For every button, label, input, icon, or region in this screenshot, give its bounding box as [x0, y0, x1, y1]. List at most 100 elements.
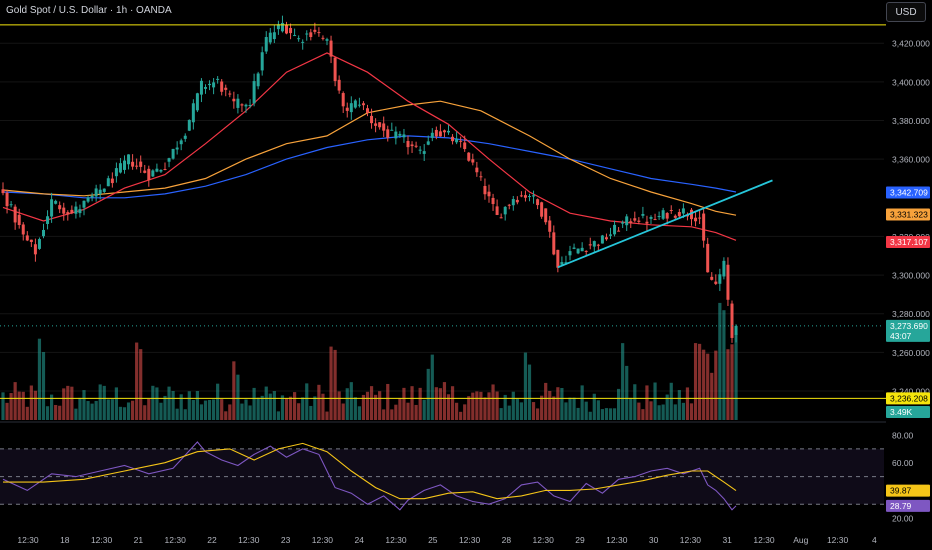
- candle-body: [143, 170, 147, 173]
- volume-bar: [74, 408, 78, 420]
- volume-bar: [693, 343, 698, 420]
- candle: [220, 79, 224, 96]
- candle: [418, 146, 422, 155]
- candle-body: [74, 206, 78, 214]
- currency-button[interactable]: USD: [886, 2, 926, 22]
- candle-body: [106, 178, 110, 187]
- volume-value-label: 3.49K: [886, 406, 930, 418]
- candle-body: [329, 40, 333, 57]
- candle-body: [317, 32, 321, 34]
- trendline[interactable]: [557, 179, 773, 269]
- volume-bar: [588, 411, 592, 420]
- candle-body: [357, 104, 361, 106]
- sma-fast-price-label-bg: [886, 236, 930, 249]
- volume-bar: [333, 349, 337, 420]
- volume-bar: [649, 401, 653, 420]
- candle: [5, 189, 9, 214]
- volume-bar: [608, 408, 613, 420]
- volume-bar: [531, 402, 536, 420]
- candle-body: [426, 141, 430, 145]
- candle-body: [131, 161, 135, 167]
- horizontal-level-price-label-bg: [886, 392, 930, 405]
- horizontal-level-price-label-text: 3,236.208: [890, 393, 928, 403]
- candle-body: [123, 160, 126, 170]
- candle: [734, 324, 738, 343]
- volume-bar: [1, 392, 5, 420]
- time-tick-label: 12:30: [385, 535, 407, 545]
- candle-body: [588, 244, 592, 246]
- candle-body: [139, 161, 143, 167]
- candle: [491, 193, 495, 211]
- candle-body: [604, 237, 608, 240]
- candle: [426, 135, 430, 146]
- volume-bar: [203, 400, 208, 420]
- candle-body: [187, 119, 191, 131]
- candle-body: [706, 243, 710, 273]
- volume-bar: [297, 403, 301, 420]
- volume-bar: [584, 401, 588, 420]
- candle-body: [98, 189, 102, 194]
- candle: [341, 91, 345, 113]
- volume-bar: [163, 395, 167, 420]
- candle-body: [66, 212, 70, 215]
- candle: [155, 163, 159, 173]
- candle: [653, 213, 657, 221]
- volume-bar: [301, 397, 305, 420]
- volume-bar: [483, 397, 487, 420]
- volume-bar: [114, 387, 118, 420]
- rsi-ma-value-label: 39.87: [886, 484, 930, 497]
- candle-body: [467, 152, 471, 161]
- candle-body: [289, 27, 293, 34]
- candle: [617, 227, 621, 232]
- candle-body: [669, 209, 673, 211]
- candle: [94, 184, 98, 202]
- candle-body: [54, 200, 58, 204]
- volume-bar: [369, 386, 374, 420]
- candle: [540, 201, 544, 219]
- candle: [442, 129, 446, 138]
- candle-body: [617, 230, 621, 232]
- trendline-segment: [557, 179, 773, 269]
- sma-mid-price-label: 3,331.323: [886, 208, 930, 221]
- rsi-tick-label: 20.00: [892, 514, 914, 524]
- volume-bar: [406, 402, 410, 420]
- rsi-ma-value-label-bg: [886, 484, 930, 497]
- price-tick-label: 3,380.000: [892, 116, 930, 126]
- time-axis[interactable]: 12:30 18 12:30 21 12:30 22 12:30 23 12:30 24 12:30…: [17, 535, 877, 545]
- candle-body: [556, 249, 560, 268]
- candle: [159, 169, 163, 174]
- volume-bar: [345, 388, 349, 420]
- price-axis[interactable]: 3,420.0003,400.0003,380.0003,360.0003,32…: [886, 0, 932, 550]
- time-tick-label: 12:30: [533, 535, 555, 545]
- volume-bar: [702, 349, 706, 420]
- volume-bar: [50, 394, 54, 420]
- candle-body: [592, 241, 596, 247]
- candle-body: [552, 232, 556, 255]
- candle-body: [661, 210, 665, 219]
- candle: [503, 206, 507, 221]
- candle: [102, 188, 106, 194]
- candle: [21, 222, 25, 241]
- candle: [722, 257, 726, 280]
- volume-bar: [467, 396, 471, 420]
- candle-body: [584, 250, 588, 252]
- candle-body: [540, 202, 544, 217]
- horizontal-levels: [0, 24, 932, 399]
- candle-body: [366, 108, 369, 113]
- sma-fast-line: [2, 52, 737, 241]
- candle: [305, 30, 309, 41]
- volume-bar: [187, 391, 191, 420]
- candle-body: [515, 199, 519, 203]
- volume-bar: [337, 391, 341, 420]
- candle-body: [163, 169, 167, 171]
- volume-bar: [220, 399, 224, 420]
- candle-body: [451, 136, 455, 142]
- volume-bar: [511, 391, 515, 420]
- candle: [621, 220, 625, 229]
- candle: [256, 71, 260, 90]
- candle-body: [301, 41, 305, 43]
- candle-body: [726, 264, 730, 300]
- candle-body: [167, 158, 171, 162]
